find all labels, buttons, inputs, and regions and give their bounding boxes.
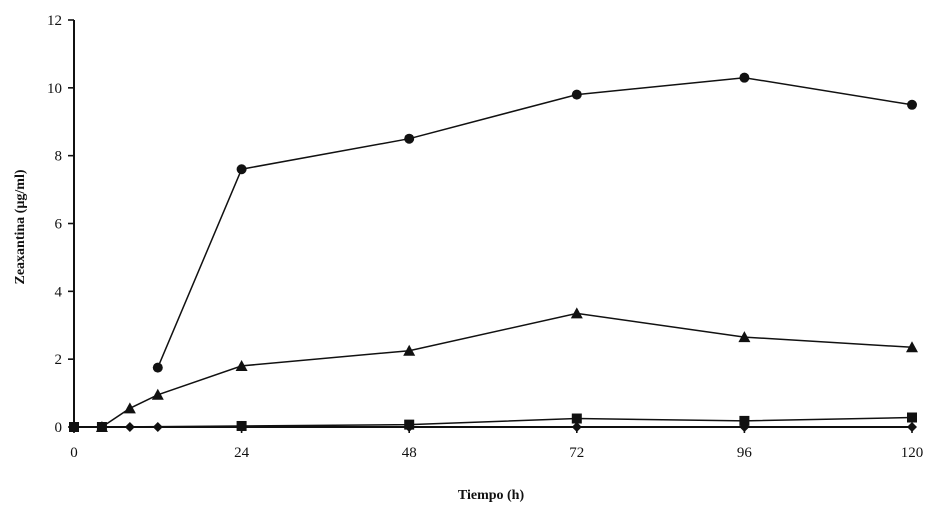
- data-point: [907, 412, 917, 423]
- x-tick-label: 120: [901, 445, 924, 461]
- data-point: [123, 402, 136, 414]
- data-point: [124, 422, 135, 432]
- series-circle: [152, 72, 917, 373]
- data-point: [906, 341, 918, 353]
- data-point: [571, 422, 582, 432]
- data-point: [738, 331, 751, 343]
- y-tick-label: 0: [55, 420, 63, 436]
- data-point: [739, 72, 750, 83]
- x-tick-label: 24: [234, 445, 250, 461]
- x-tick-label: 48: [402, 445, 417, 461]
- data-point: [403, 344, 416, 356]
- data-point: [739, 422, 750, 432]
- x-tick-label: 72: [569, 445, 584, 461]
- data-point: [404, 422, 415, 432]
- series-line: [74, 416, 913, 428]
- data-point: [236, 164, 247, 175]
- data-point: [69, 422, 79, 432]
- data-point: [404, 133, 415, 144]
- series-triangle: [95, 307, 918, 432]
- data-point: [236, 422, 247, 432]
- x-tick-label: 0: [70, 445, 78, 461]
- data-point: [907, 99, 917, 110]
- data-point: [907, 422, 917, 432]
- data-point: [571, 413, 582, 424]
- y-tick-label: 4: [55, 284, 63, 300]
- data-point: [152, 422, 163, 432]
- series-line: [157, 76, 913, 368]
- y-tick-label: 12: [47, 13, 62, 29]
- series-square: [69, 412, 917, 432]
- series-diamond: [69, 422, 917, 432]
- data-point: [151, 388, 164, 400]
- series-layer: [69, 72, 918, 432]
- y-tick-label: 2: [55, 352, 63, 368]
- series-line: [101, 312, 913, 428]
- y-tick-label: 6: [55, 217, 63, 233]
- data-point: [235, 359, 248, 371]
- data-point: [570, 307, 583, 319]
- data-point: [739, 415, 750, 426]
- data-point: [96, 422, 107, 432]
- data-point: [571, 89, 582, 100]
- y-tick-label: 8: [55, 149, 63, 165]
- data-point: [152, 362, 163, 373]
- y-tick-label: 10: [47, 81, 62, 97]
- y-axis-title: Zeaxantina (µg/ml): [13, 169, 28, 284]
- x-tick-label: 96: [737, 445, 753, 461]
- x-axis-title: Tiempo (h): [458, 488, 525, 503]
